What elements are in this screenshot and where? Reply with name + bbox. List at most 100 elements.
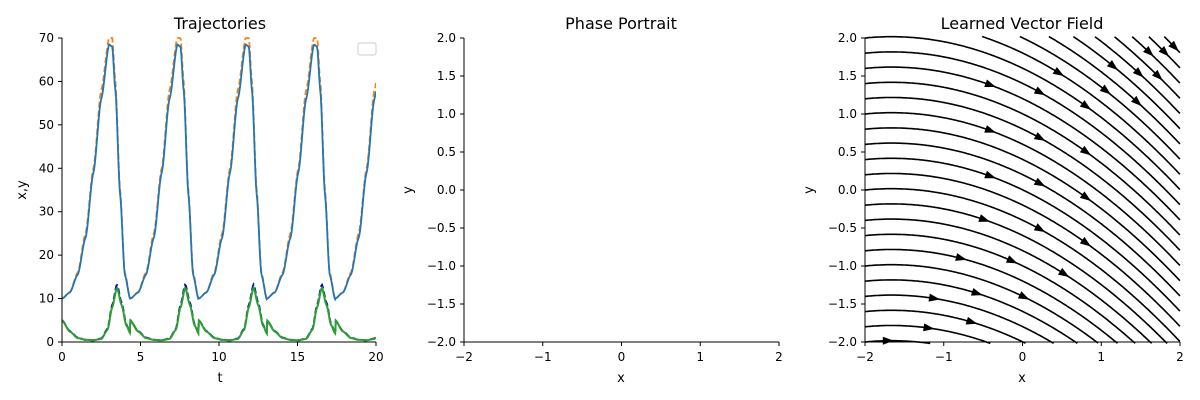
streamline (864, 127, 1181, 282)
stream-arrow (1017, 291, 1030, 300)
y-tick-label: 1.5 (437, 69, 456, 83)
x-tick-label: 20 (368, 350, 383, 364)
streamline (1131, 36, 1181, 84)
y-tick-label: 0.5 (838, 145, 857, 159)
y-tick-label: −2.0 (828, 335, 857, 349)
y-tick-label: 2.0 (437, 31, 456, 45)
trajectories-ylabel: x,y (15, 180, 30, 200)
streamline (864, 309, 1026, 344)
y-tick-label: 1.0 (437, 107, 456, 121)
y-tick-label: 1.0 (838, 107, 857, 121)
stream-arrow (984, 79, 996, 88)
stream-arrow (1143, 46, 1154, 57)
streamline (864, 66, 1181, 221)
stream-arrow (1033, 177, 1046, 187)
stream-arrow (1131, 95, 1142, 107)
stream-arrow (970, 287, 983, 296)
x-tick-label: −2 (856, 350, 874, 364)
series-line-x-pred (62, 43, 376, 302)
trajectories-lines (62, 37, 376, 342)
y-tick-label: 50 (39, 118, 54, 132)
y-tick-label: 20 (39, 248, 54, 262)
stream-arrow (1132, 67, 1144, 78)
y-tick-label: 40 (39, 161, 54, 175)
streamline (1072, 35, 1181, 130)
vector-field-axes: −2 −1 0 1 2 −2.0 −1.5 −1.0 −0.5 0.0 0.5 1.0 1.5 2.0 (828, 31, 1184, 364)
streamline (864, 279, 1078, 344)
x-tick-label: 0 (58, 350, 66, 364)
streamline (864, 294, 1055, 344)
stream-arrow (1079, 236, 1092, 247)
stream-arrow (984, 125, 996, 133)
stream-arrow (1033, 86, 1046, 96)
y-tick-label: −0.5 (427, 221, 456, 235)
series-line-y-pred (62, 285, 376, 342)
stream-arrow (955, 253, 967, 261)
y-tick-label: 0.0 (437, 183, 456, 197)
streamline (864, 203, 1168, 344)
x-tick-label: 1 (1097, 350, 1105, 364)
x-tick-label: 0 (618, 350, 626, 364)
y-tick-label: 70 (39, 31, 54, 45)
y-tick-label: 10 (39, 292, 54, 306)
streamline (1114, 36, 1181, 99)
y-tick-label: 0 (46, 335, 54, 349)
streamlines (864, 35, 1181, 345)
x-tick-label: 2 (1176, 350, 1184, 364)
y-tick-label: −2.0 (427, 335, 456, 349)
stream-arrow (965, 316, 978, 325)
y-tick-label: 30 (39, 205, 54, 219)
streamline (864, 263, 1099, 344)
stream-arrow (1057, 267, 1070, 278)
phase-portrait-xlabel: x (617, 371, 625, 386)
stream-arrow (923, 323, 935, 332)
stream-arrow (1151, 69, 1163, 81)
streamline (864, 248, 1119, 344)
x-tick-label: −2 (455, 350, 473, 364)
streamline (864, 35, 1181, 191)
trajectories-panel: Trajectories t x,y 0 5 10 15 20 0 10 20 30 40 50 60… (15, 14, 384, 386)
x-tick-label: 0 (1019, 350, 1027, 364)
trajectories-xlabel: t (217, 371, 222, 386)
streamline (864, 172, 1181, 327)
y-tick-label: −1.5 (828, 297, 857, 311)
legend-box (357, 42, 377, 56)
stream-arrow (1168, 40, 1179, 52)
y-tick-label: −1.0 (427, 259, 456, 273)
stream-arrow (1106, 60, 1118, 71)
stream-arrow (1079, 100, 1092, 110)
y-tick-label: −0.5 (828, 221, 857, 235)
vector-field-ylabel: y (802, 186, 817, 194)
x-tick-label: −1 (534, 350, 552, 364)
stream-arrow (1099, 84, 1111, 95)
stream-arrow (978, 214, 990, 222)
streamline (981, 35, 1181, 175)
x-tick-label: 10 (211, 350, 226, 364)
streamline (1048, 35, 1181, 145)
stream-arrow (1005, 255, 1018, 264)
streamline (864, 157, 1181, 312)
y-tick-label: −1.5 (427, 297, 456, 311)
stream-arrow (882, 336, 894, 345)
x-tick-label: −1 (935, 350, 953, 364)
phase-portrait-axes: −2 −1 0 1 2 −2.0 −1.5 −1.0 −0.5 0.0 0.5 1.0 1.5 2.0 (427, 31, 783, 364)
stream-arrow (984, 170, 996, 179)
x-tick-label: 5 (137, 350, 145, 364)
y-tick-label: 2.0 (838, 31, 857, 45)
phase-portrait-ylabel: y (401, 186, 416, 194)
stream-arrow (1052, 66, 1065, 77)
y-tick-label: 1.5 (838, 69, 857, 83)
vector-field-panel: Learned Vector Field x y −2 −1 0 1 2 −2.0 −1.5… (802, 14, 1184, 386)
x-tick-label: 15 (290, 350, 305, 364)
x-tick-label: 2 (775, 350, 783, 364)
stream-arrow (928, 293, 941, 302)
y-tick-label: 0.5 (437, 145, 456, 159)
x-tick-label: 1 (696, 350, 704, 364)
streamline (864, 111, 1181, 267)
stream-arrow (1158, 46, 1170, 57)
vector-field-title: Learned Vector Field (941, 14, 1104, 33)
streamline (864, 218, 1153, 344)
stream-arrow (1079, 145, 1092, 156)
trajectories-title: Trajectories (173, 14, 266, 33)
